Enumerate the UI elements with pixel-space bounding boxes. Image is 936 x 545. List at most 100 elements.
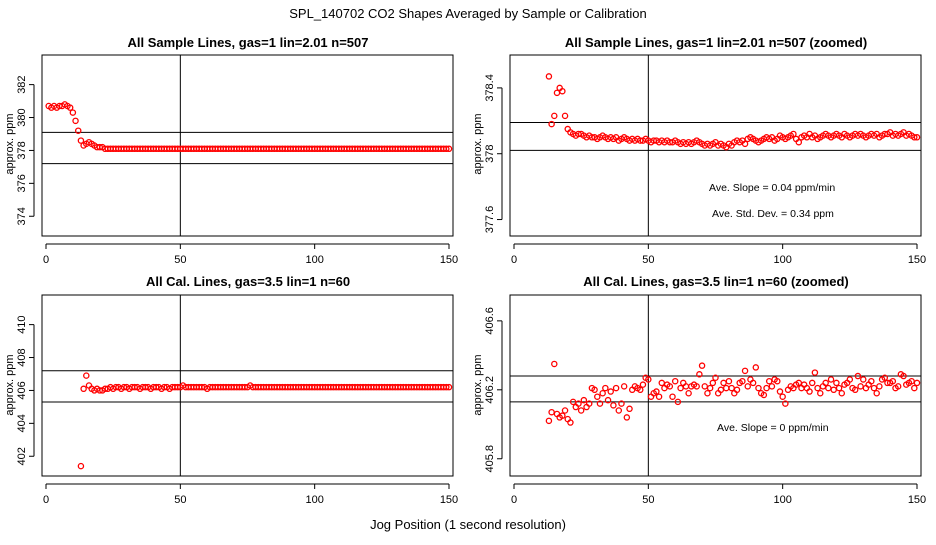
data-point [594,393,601,400]
data-point [618,400,625,407]
data-point [765,377,773,385]
data-point [671,377,679,385]
data-point [860,376,867,383]
data-point [889,377,897,385]
data-point [612,384,620,392]
data-point [846,376,854,383]
panel-title: All Cal. Lines, gas=3.5 lin=1 n=60 [146,274,350,289]
data-point [445,145,453,153]
data-point [908,377,915,385]
x-tick-label: 0 [511,494,517,506]
data-point [561,407,569,414]
data-point [72,117,79,125]
data-point [779,393,786,400]
y-tick-label: 378 [16,141,28,159]
panel-title: All Sample Lines, gas=1 lin=2.01 n=507 (… [565,35,867,50]
data-point [833,379,840,387]
data-point [83,372,90,379]
data-point [827,376,835,383]
data-point [602,384,609,392]
y-tick-label: 410 [16,315,28,333]
data-point [741,367,749,375]
data-point [701,383,709,390]
data-point [835,384,843,392]
data-point [567,419,574,426]
data-point [911,134,918,141]
data-point [854,372,862,380]
data-point [575,400,582,407]
data-point [591,386,598,394]
data-point [577,407,585,414]
data-point [881,374,889,381]
x-tick-label: 0 [43,254,49,266]
data-point [569,398,577,406]
data-point [873,390,880,397]
x-tick-label: 100 [773,254,791,266]
data-point [706,384,714,392]
data-point [830,386,837,394]
data-point [744,383,751,390]
data-point [728,384,735,392]
data-point [851,386,859,394]
panel-cal-lines-zoomed: All Cal. Lines, gas=3.5 lin=1 n=60 (zoom… [472,274,926,506]
data-point [620,383,628,390]
y-tick-label: 408 [16,348,28,366]
data-point [669,393,676,400]
data-point [884,379,891,387]
data-point [559,87,566,95]
data-point [733,386,741,394]
data-point [658,379,666,387]
data-point [870,384,878,392]
plot-frame [509,54,922,237]
x-tick-label: 150 [908,254,926,266]
panel-sample-lines-zoomed: All Sample Lines, gas=1 lin=2.01 n=507 (… [472,35,926,266]
panel-sample-lines: All Sample Lines, gas=1 lin=2.01 n=507 a… [4,35,458,266]
data-point [559,412,566,419]
data-point [763,384,770,392]
data-point [548,120,555,128]
data-point [752,364,760,371]
x-tick-label: 100 [305,254,323,266]
panel-title: All Cal. Lines, gas=3.5 lin=1 n=60 (zoom… [583,274,849,289]
data-point [811,369,819,376]
data-point [698,362,706,369]
data-point [900,372,907,380]
data-point [674,398,682,406]
data-point [755,384,762,392]
data-point [913,379,921,387]
data-point [868,377,875,385]
x-tick-label: 100 [773,494,791,506]
x-tick-label: 50 [642,494,654,506]
y-tick-label: 382 [16,75,28,93]
x-tick-label: 0 [43,494,49,506]
plot-frame [41,294,454,477]
data-point [443,383,450,391]
data-point [760,391,768,399]
data-point [623,414,631,421]
data-point [666,383,674,390]
data-point [739,377,746,385]
y-tick-label: 406.2 [484,376,496,404]
data-point [808,379,816,387]
annotation-slope: Ave. Slope = 0.04 ppm/min [709,182,835,194]
figure-xlabel: Jog Position (1 second resolution) [370,517,566,532]
x-tick-label: 50 [642,254,654,266]
plot-frame [509,294,922,477]
data-point [911,384,918,392]
data-point [545,73,553,80]
data-point [639,381,647,388]
data-point [774,377,781,385]
data-point [741,140,749,148]
y-tick-label: 404 [16,414,28,432]
data-point [790,130,797,138]
y-axis-label: approx. ppm [4,354,16,415]
data-point [704,390,711,397]
data-point [685,390,692,397]
y-tick-label: 380 [16,108,28,126]
data-point [806,388,813,395]
data-point [604,396,612,404]
data-point [74,127,82,134]
plot-frame [41,54,454,237]
data-point [80,385,87,393]
